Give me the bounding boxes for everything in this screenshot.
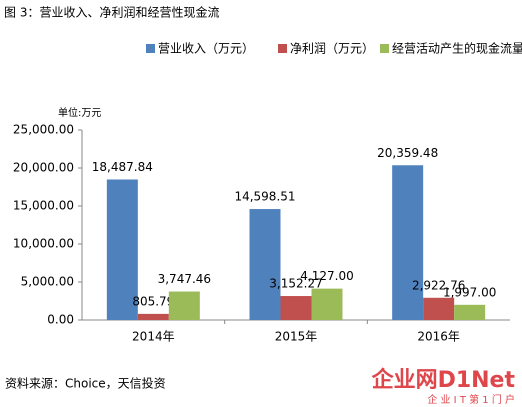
legend-label: 经营活动产生的现金流量净额(万元) xyxy=(392,41,522,56)
bar xyxy=(249,209,281,320)
value-label: 14,598.51 xyxy=(234,190,295,204)
source: 资料来源：Choice，天信投资 xyxy=(5,376,166,391)
bar xyxy=(423,297,455,320)
x-tick-label: 2014年 xyxy=(132,330,175,344)
value-label: 1,997.00 xyxy=(443,285,496,299)
y-tick-label: 0.00 xyxy=(47,313,74,327)
value-label: 805.79 xyxy=(132,294,174,308)
legend-label: 净利润（万元） xyxy=(290,42,374,56)
y-tick-label: 25,000.00 xyxy=(13,123,74,137)
x-tick-label: 2015年 xyxy=(275,330,318,344)
legend-swatch xyxy=(146,44,155,53)
value-label: 3,747.46 xyxy=(158,272,211,286)
unit-label: 单位:万元 xyxy=(58,106,101,119)
value-label: 2,922.76 xyxy=(412,278,465,292)
y-tick-label: 10,000.00 xyxy=(13,237,74,251)
value-label: 20,359.48 xyxy=(377,146,438,160)
bar xyxy=(137,313,169,320)
value-label: 4,127.00 xyxy=(300,269,353,283)
watermark-logo: 企业网D1Net xyxy=(371,367,516,393)
y-tick-label: 5,000.00 xyxy=(21,275,74,289)
y-tick-label: 15,000.00 xyxy=(13,199,74,213)
legend-swatch xyxy=(380,44,389,53)
bar xyxy=(280,296,312,320)
watermark-slogan: 企 业 I T 第 1 门 户 xyxy=(427,393,515,406)
bar xyxy=(106,179,138,320)
chart-title: 图 3：营业收入、净利润和经营性现金流 xyxy=(4,5,219,20)
bar xyxy=(168,291,200,320)
bar xyxy=(311,288,343,320)
bar xyxy=(454,304,486,320)
bar xyxy=(392,165,424,320)
value-label: 3,152.27 xyxy=(269,277,322,291)
legend-swatch xyxy=(278,44,287,53)
legend-label: 营业收入（万元） xyxy=(158,42,254,56)
x-tick-label: 2016年 xyxy=(417,330,460,344)
value-label: 18,487.84 xyxy=(92,160,153,174)
y-tick-label: 20,000.00 xyxy=(13,161,74,175)
